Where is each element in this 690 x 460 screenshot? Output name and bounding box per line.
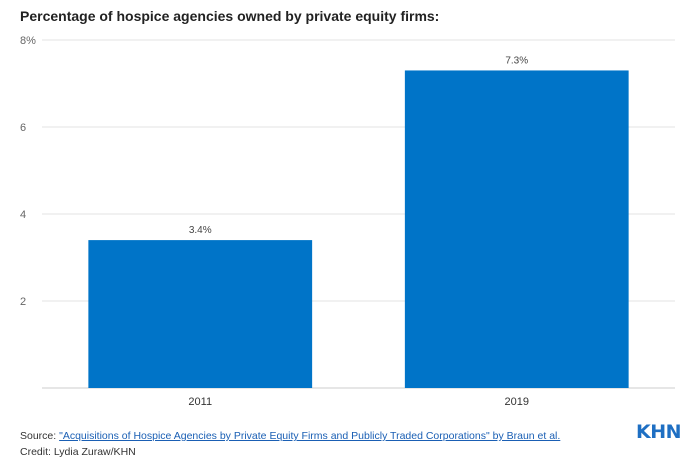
y-tick-label-1: 4	[20, 209, 26, 221]
credit-line: Credit: Lydia Zuraw/KHN	[20, 446, 136, 458]
source-link[interactable]: "Acquisitions of Hospice Agencies by Pri…	[59, 430, 561, 442]
data-label-2019: 7.3%	[505, 55, 528, 66]
y-tick-label-2: 6	[20, 122, 26, 134]
source-prefix: Source:	[20, 430, 60, 442]
data-label-2011: 3.4%	[189, 225, 212, 236]
source-line: Source: "Acquisitions of Hospice Agencie…	[20, 428, 560, 444]
chart-title: Percentage of hospice agencies owned by …	[20, 8, 440, 24]
x-tick-label-2019: 2019	[505, 396, 529, 408]
bar-chart: 2 4 6 8% 3.4% 2011 7.3% 2019	[20, 35, 675, 408]
x-tick-label-2011: 2011	[188, 396, 212, 408]
chart-footer: Source: "Acquisitions of Hospice Agencie…	[20, 428, 560, 460]
bar-2011	[88, 240, 313, 388]
bar-2019	[404, 70, 629, 388]
y-tick-label-0: 2	[20, 296, 26, 308]
khn-logo: KHN	[636, 421, 682, 443]
y-tick-label-3: 8%	[20, 35, 36, 47]
